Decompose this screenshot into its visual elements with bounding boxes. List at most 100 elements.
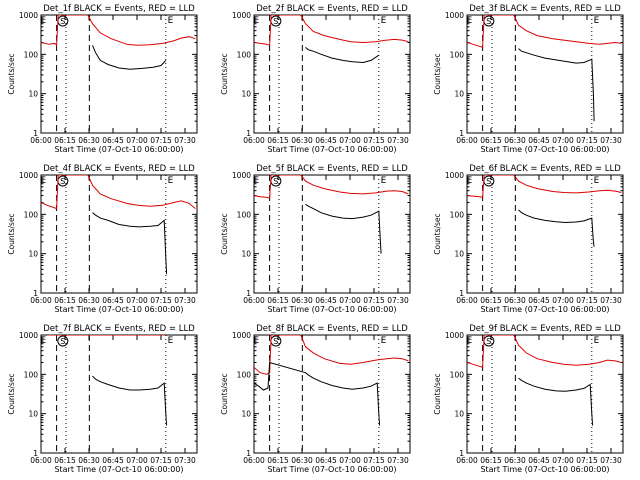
y-axis-label: Counts/sec — [433, 213, 442, 254]
segment-marker-label: S — [273, 337, 278, 346]
panel-det-8f: Det_8f BLACK = Events, RED = LLD 1 10 100 10… — [220, 324, 411, 474]
plot-frame — [40, 14, 198, 134]
y-tick-label: 1000 — [19, 11, 38, 20]
x-tick-label: 07:00 — [126, 296, 148, 305]
lld-series-line — [254, 175, 409, 199]
event-marker-label: E — [253, 16, 259, 26]
x-tick-label: 06:45 — [528, 456, 550, 465]
x-tick-label: 06:30 — [504, 296, 526, 305]
x-axis-label: Start Time (07-Oct-10 06:00:00) — [480, 465, 609, 474]
event-marker-label: E — [594, 16, 600, 26]
x-tick-label: 06:15 — [480, 456, 502, 465]
events-series-line — [518, 48, 595, 122]
x-tick-label: 06:30 — [78, 296, 100, 305]
x-tick-label: 07:00 — [339, 456, 361, 465]
plot-frame — [466, 174, 624, 294]
x-tick-label: 06:15 — [480, 136, 502, 145]
panel-det-1f: Det_1f BLACK = Events, RED = LLD 1 10 100 10… — [7, 4, 198, 154]
x-tick-label: 06:30 — [78, 136, 100, 145]
y-tick-label: 10 — [241, 250, 251, 259]
x-tick-label: 06:00 — [456, 136, 478, 145]
x-tick-label: 07:00 — [126, 456, 148, 465]
panel-det-4f: Det_4f BLACK = Events, RED = LLD 1 10 100 10… — [7, 164, 198, 314]
lld-series-line — [467, 175, 622, 199]
panel-title: Det_5f BLACK = Events, RED = LLD — [256, 164, 408, 174]
events-series-line — [305, 47, 380, 64]
x-tick-label: 06:45 — [315, 296, 337, 305]
panel-title: Det_2f BLACK = Events, RED = LLD — [256, 4, 408, 14]
events-series-line — [518, 209, 595, 247]
x-tick-label: 07:15 — [150, 456, 172, 465]
x-tick-label: 07:00 — [552, 296, 574, 305]
x-tick-label: 06:30 — [78, 456, 100, 465]
x-tick-label: 07:15 — [150, 136, 172, 145]
lld-series-line — [467, 15, 622, 49]
event-marker-label: E — [168, 16, 174, 26]
event-marker-label: E — [168, 336, 174, 346]
plot-frame — [466, 334, 624, 454]
y-tick-label: 1 — [459, 289, 464, 298]
x-tick-label: 07:30 — [600, 456, 622, 465]
event-marker-label: E — [594, 336, 600, 346]
x-tick-label: 06:45 — [528, 136, 550, 145]
y-tick-label: 1000 — [19, 331, 38, 340]
event-marker-label: E — [381, 336, 387, 346]
plot-frame — [253, 174, 411, 294]
x-axis-label: Start Time (07-Oct-10 06:00:00) — [54, 465, 183, 474]
x-tick-label: 07:30 — [387, 456, 409, 465]
segment-marker-label: S — [60, 177, 65, 186]
event-marker-label: E — [466, 336, 472, 346]
x-tick-label: 06:00 — [243, 296, 265, 305]
y-tick-label: 10 — [454, 410, 464, 419]
y-tick-label: 1000 — [445, 11, 464, 20]
y-tick-label: 1 — [459, 129, 464, 138]
panel-title: Det_3f BLACK = Events, RED = LLD — [469, 4, 621, 14]
x-tick-label: 07:00 — [126, 136, 148, 145]
x-tick-label: 07:30 — [387, 136, 409, 145]
x-tick-label: 07:00 — [339, 136, 361, 145]
panel-title: Det_1f BLACK = Events, RED = LLD — [43, 4, 195, 14]
x-tick-label: 06:45 — [102, 296, 124, 305]
y-axis-label: Counts/sec — [220, 53, 229, 94]
x-tick-label: 06:00 — [30, 136, 52, 145]
y-axis-label: Counts/sec — [7, 373, 16, 414]
x-tick-label: 06:15 — [267, 296, 289, 305]
x-tick-label: 06:45 — [315, 136, 337, 145]
y-tick-label: 1000 — [445, 171, 464, 180]
plot-frame — [40, 334, 198, 454]
x-tick-label: 06:30 — [504, 136, 526, 145]
segment-marker-label: S — [486, 17, 491, 26]
y-axis-label: Counts/sec — [433, 53, 442, 94]
event-marker-label: E — [466, 16, 472, 26]
panel-det-5f: Det_5f BLACK = Events, RED = LLD 1 10 100 10… — [220, 164, 411, 314]
panel-title: Det_4f BLACK = Events, RED = LLD — [43, 164, 195, 174]
x-tick-label: 06:15 — [267, 456, 289, 465]
y-tick-label: 1 — [246, 289, 251, 298]
y-tick-label: 10 — [28, 90, 38, 99]
x-tick-label: 07:15 — [576, 296, 598, 305]
x-tick-label: 07:30 — [600, 296, 622, 305]
x-tick-label: 07:00 — [552, 136, 574, 145]
y-tick-label: 10 — [28, 250, 38, 259]
event-marker-label: E — [381, 16, 387, 26]
event-marker-label: E — [253, 336, 259, 346]
x-tick-label: 06:00 — [243, 456, 265, 465]
x-tick-label: 06:00 — [456, 296, 478, 305]
x-tick-label: 06:00 — [30, 296, 52, 305]
y-axis-label: Counts/sec — [433, 373, 442, 414]
x-tick-label: 07:30 — [174, 456, 196, 465]
x-tick-label: 06:00 — [243, 136, 265, 145]
events-series-line — [305, 203, 382, 254]
x-tick-label: 06:30 — [291, 456, 313, 465]
y-tick-label: 1 — [246, 129, 251, 138]
y-tick-label: 10 — [241, 410, 251, 419]
panel-det-7f: Det_7f BLACK = Events, RED = LLD 1 10 100 10… — [7, 324, 198, 474]
panel-title: Det_7f BLACK = Events, RED = LLD — [43, 324, 195, 334]
y-tick-label: 100 — [237, 370, 252, 379]
events-series-line — [92, 212, 168, 275]
y-tick-label: 1 — [33, 129, 38, 138]
segment-marker-label: S — [486, 177, 491, 186]
x-tick-label: 07:30 — [174, 136, 196, 145]
events-series-line — [92, 375, 168, 426]
